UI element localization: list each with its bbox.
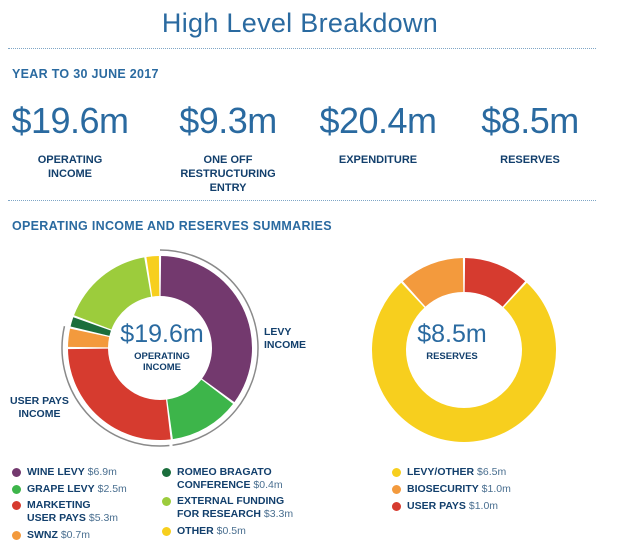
donut-center-label: RESERVES xyxy=(426,351,478,362)
legend-text: EXTERNAL FUNDING FOR RESEARCH $3.3m xyxy=(177,495,293,521)
legend-label: USER PAYS xyxy=(407,500,466,512)
legend-swatch xyxy=(162,527,171,536)
legend-label: ROMEO BRAGATO CONFERENCE xyxy=(177,466,272,491)
legend-label: OTHER xyxy=(177,525,214,537)
legend-label: LEVY/OTHER xyxy=(407,466,475,478)
legend-value: $5.3m xyxy=(85,512,119,524)
legend-swatch xyxy=(12,501,21,510)
stat-label: RESERVES xyxy=(500,154,560,166)
donut-slice-romeo-bragato-conference xyxy=(70,317,111,336)
legend-item: BIOSECURITY $1.0m xyxy=(392,483,511,496)
legend-value: $0.7m xyxy=(57,529,91,541)
legend-label: WINE LEVY xyxy=(27,466,85,478)
legend-text: LEVY/OTHER $6.5m xyxy=(407,466,506,479)
legend-swatch xyxy=(162,497,171,506)
donut-slice-levy-other xyxy=(372,282,556,442)
legend-text: USER PAYS $1.0m xyxy=(407,500,498,513)
operating-income-donut xyxy=(61,249,259,447)
legend-text: BIOSECURITY $1.0m xyxy=(407,483,511,496)
donut-center-reserves: $8.5m RESERVES xyxy=(392,320,512,362)
donut-center-label: OPERATING INCOME xyxy=(134,351,190,373)
stat-value: $9.3m xyxy=(179,100,277,141)
legend-text: OTHER $0.5m xyxy=(177,525,246,538)
donut-center-value: $19.6m xyxy=(120,320,204,348)
legend-text: GRAPE LEVY $2.5m xyxy=(27,483,127,496)
legend-swatch xyxy=(392,502,401,511)
stat-label: EXPENDITURE xyxy=(338,154,418,166)
legend-item: GRAPE LEVY $2.5m xyxy=(12,483,127,496)
legend-item: EXTERNAL FUNDING FOR RESEARCH $3.3m xyxy=(162,495,293,521)
legend-label: SWNZ xyxy=(27,529,58,541)
legend-value: $3.3m xyxy=(261,508,294,520)
year-header: YEAR TO 30 JUNE 2017 xyxy=(12,67,159,81)
stat-restructuring: $9.3m ONE OFF RESTRUCTURING ENTRY xyxy=(158,100,298,195)
donut-slice-other xyxy=(146,256,160,297)
legend-item: LEVY/OTHER $6.5m xyxy=(392,466,506,479)
donut-slice-biosecurity xyxy=(402,258,464,307)
donut-slice-swnz xyxy=(68,328,110,348)
donut-slice-user-pays xyxy=(464,258,526,307)
legend-swatch xyxy=(392,485,401,494)
stat-value: $8.5m xyxy=(481,100,579,141)
legend-value: $0.5m xyxy=(213,525,246,537)
legend-label: MARKETING USER PAYS xyxy=(27,499,91,524)
legend-text: MARKETING USER PAYS $5.3m xyxy=(27,499,118,525)
legend-swatch xyxy=(12,468,21,477)
stat-operating-income: $19.6m OPERATING INCOME xyxy=(0,100,140,181)
stat-reserves: $8.5m RESERVES xyxy=(460,100,600,167)
legend-value: $6.9m xyxy=(84,466,117,478)
levy-income-bracket xyxy=(159,249,259,446)
stat-value: $19.6m xyxy=(11,100,129,141)
legend-text: ROMEO BRAGATO CONFERENCE $0.4m xyxy=(177,466,283,492)
summary-header: OPERATING INCOME AND RESERVES SUMMARIES xyxy=(12,219,332,233)
stat-expenditure: $20.4m EXPENDITURE xyxy=(308,100,448,167)
legend-value: $0.4m xyxy=(250,479,283,491)
divider xyxy=(8,200,596,201)
stat-label: OPERATING INCOME xyxy=(37,154,103,180)
stat-label: ONE OFF RESTRUCTURING ENTRY xyxy=(180,154,276,194)
legend-item: USER PAYS $1.0m xyxy=(392,500,498,513)
legend-swatch xyxy=(12,485,21,494)
donut-center-operating: $19.6m OPERATING INCOME xyxy=(102,320,222,373)
legend-label: GRAPE LEVY xyxy=(27,483,95,495)
donut-slice-marketing-user-pays xyxy=(68,348,171,440)
legend-item: ROMEO BRAGATO CONFERENCE $0.4m xyxy=(162,466,283,492)
donut-slice-wine-levy xyxy=(160,256,253,403)
levy-income-annotation: LEVY INCOME xyxy=(264,326,306,351)
legend-item: SWNZ $0.7m xyxy=(12,529,90,542)
page-title: High Level Breakdown xyxy=(161,8,439,38)
legend-swatch xyxy=(162,468,171,477)
legend-text: SWNZ $0.7m xyxy=(27,529,90,542)
user-pays-bracket xyxy=(61,326,170,447)
legend-text: WINE LEVY $6.9m xyxy=(27,466,117,479)
legend-item: MARKETING USER PAYS $5.3m xyxy=(12,499,118,525)
legend-value: $6.5m xyxy=(474,466,507,478)
user-pays-annotation: USER PAYS INCOME xyxy=(10,395,69,420)
donut-slice-external-funding-for-research xyxy=(74,257,152,330)
legend-swatch xyxy=(12,531,21,540)
legend-value: $1.0m xyxy=(465,500,499,512)
legend-swatch xyxy=(392,468,401,477)
reserves-donut xyxy=(372,258,556,442)
legend-label: BIOSECURITY xyxy=(407,483,479,495)
legend-item: WINE LEVY $6.9m xyxy=(12,466,117,479)
divider xyxy=(8,48,596,49)
legend-label: EXTERNAL FUNDING FOR RESEARCH xyxy=(177,495,285,520)
donut-slice-grape-levy xyxy=(167,379,234,440)
legend-value: $2.5m xyxy=(94,483,127,495)
legend-item: OTHER $0.5m xyxy=(162,525,246,538)
stat-value: $20.4m xyxy=(319,100,437,141)
legend-value: $1.0m xyxy=(478,483,511,495)
donut-center-value: $8.5m xyxy=(417,320,487,348)
